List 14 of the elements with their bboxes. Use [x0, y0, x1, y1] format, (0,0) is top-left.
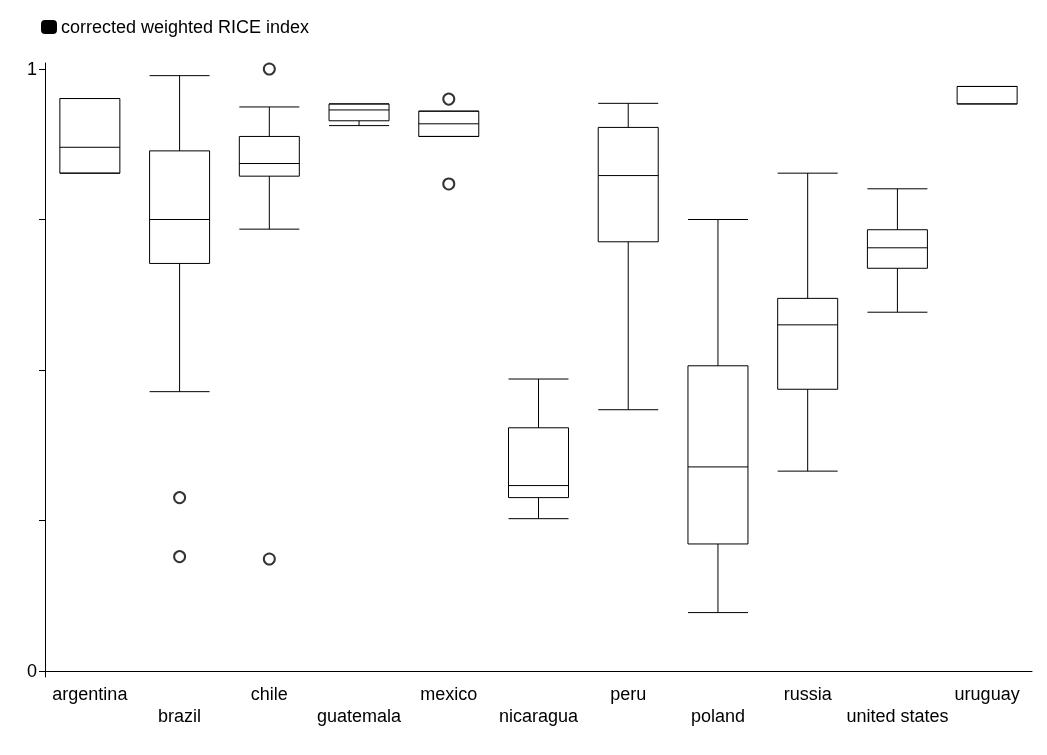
x-tick-label: russia	[783, 684, 833, 704]
x-tick-label: guatemala	[317, 706, 403, 726]
x-tick-label: poland	[690, 706, 745, 726]
x-tick-label: peru	[610, 684, 647, 704]
x-tick-label: united states	[846, 706, 949, 726]
x-tick-label: nicaragua	[498, 706, 580, 726]
x-tick-label: chile	[250, 684, 288, 704]
x-tick-label: mexico	[420, 684, 478, 704]
legend-label: corrected weighted RICE index	[61, 17, 310, 37]
y-tick-label: 1	[26, 59, 37, 80]
x-tick-label: brazil	[158, 706, 202, 726]
x-tick-label: uruguay	[954, 684, 1020, 704]
x-tick-label: argentina	[52, 684, 129, 704]
y-tick-label: 0	[26, 660, 37, 681]
